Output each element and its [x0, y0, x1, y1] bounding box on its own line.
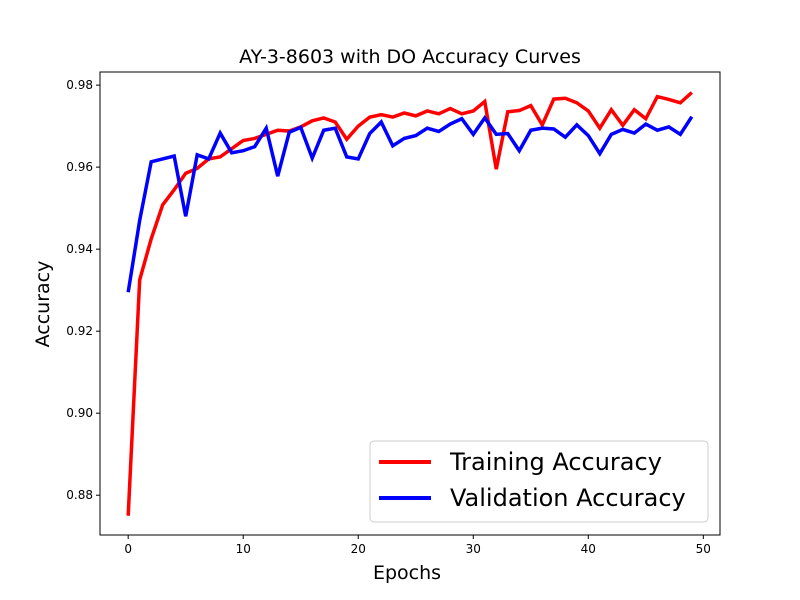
y-axis-label: Accuracy: [32, 261, 54, 348]
y-tick-label: 0.92: [66, 324, 93, 338]
legend: Training Accuracy Validation Accuracy: [369, 440, 709, 523]
chart-title: AY-3-8603 with DO Accuracy Curves: [239, 46, 581, 68]
x-axis-ticks: 0 10 20 30 40 50: [124, 535, 711, 556]
y-tick-label: 0.90: [66, 406, 93, 420]
training-accuracy-line: [126, 91, 693, 516]
x-tick-label: 20: [351, 542, 366, 556]
legend-label-validation: Validation Accuracy: [450, 484, 686, 512]
y-axis-ticks: 0.88 0.90 0.92 0.94 0.96 0.98: [66, 78, 100, 502]
x-tick-label: 50: [696, 542, 711, 556]
x-tick-label: 40: [581, 542, 596, 556]
y-tick-label: 0.96: [66, 160, 93, 174]
legend-label-training: Training Accuracy: [449, 448, 662, 476]
plot-frame: [99, 71, 721, 536]
series-lines: [126, 91, 694, 516]
validation-accuracy-line: [126, 114, 694, 293]
legend-box: [369, 440, 709, 523]
y-tick-label: 0.88: [66, 488, 93, 502]
x-axis-label: Epochs: [373, 562, 441, 584]
plot-area: 0 10 20 30 40 50 0.88 0.90 0.92 0.94 0.96 0.98: [66, 71, 721, 556]
y-tick-label: 0.94: [66, 242, 93, 256]
y-tick-label: 0.98: [66, 78, 93, 92]
x-tick-label: 0: [124, 542, 132, 556]
x-tick-label: 10: [236, 542, 251, 556]
x-tick-label: 30: [466, 542, 481, 556]
